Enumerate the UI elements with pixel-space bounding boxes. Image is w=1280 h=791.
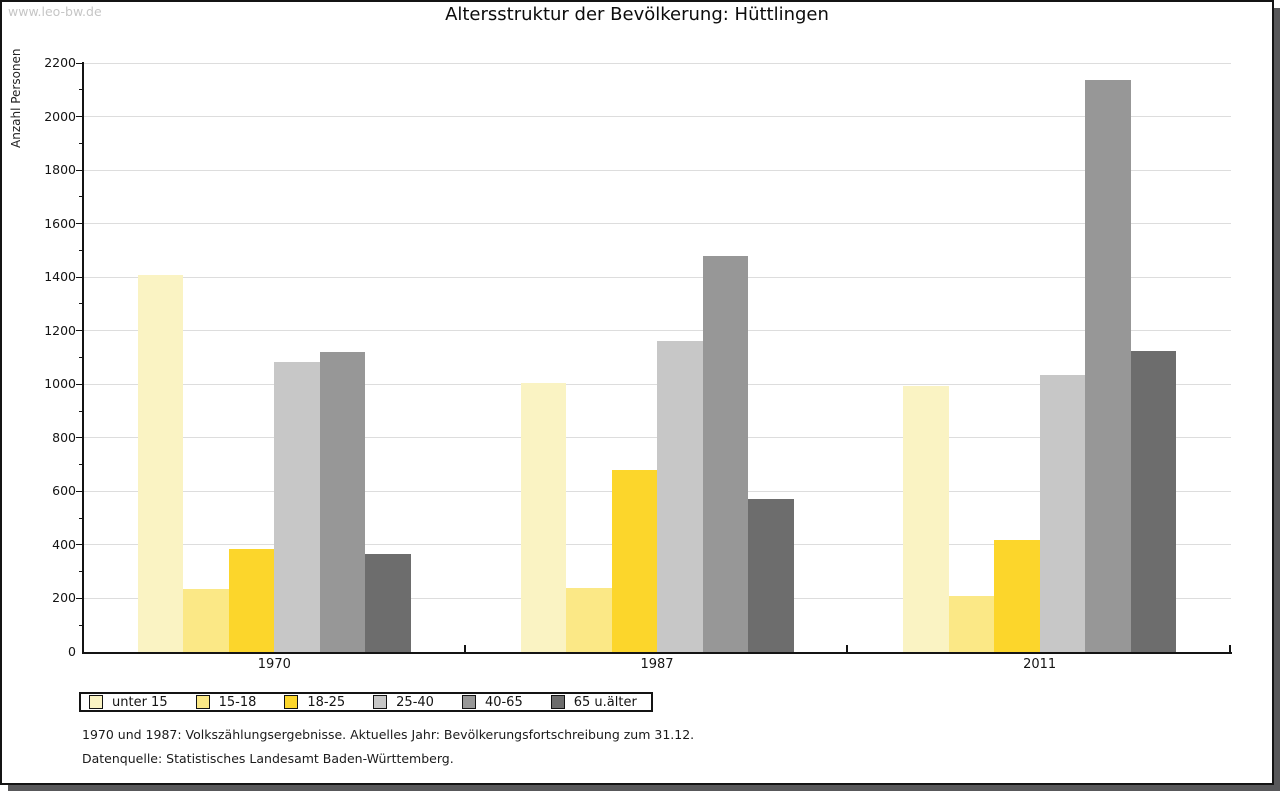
legend-swatch-15-18 [195,695,210,709]
legend-box: unter 15 15-18 18-25 25-40 40-65 65 u.älter [79,692,653,712]
y-axis-line [82,62,84,654]
y-major-tick [76,437,83,439]
x-boundary-tick [463,645,466,652]
legend-item-40-65: 40-65 [461,694,523,710]
frame-shadow-right [1274,8,1280,791]
footnote-data-source: Datenquelle: Statistisches Landesamt Bad… [82,751,454,766]
y-tick-label-1000: 1000 [44,376,76,392]
y-major-tick [76,490,83,492]
y-minor-tick [79,517,83,519]
y-minor-tick [79,303,83,305]
legend-label-25-40: 25-40 [396,694,434,710]
gridline-1600 [84,223,1231,225]
legend-label-18-25: 18-25 [307,694,346,710]
bar-2011-15-18 [948,595,995,652]
legend-label-unter-15: unter 15 [112,694,168,710]
legend-item-25-40: 25-40 [373,695,434,709]
y-tick-label-0: 0 [68,644,76,659]
bar-1987-65-u-lter [748,499,794,652]
y-tick-label-2000: 2000 [44,108,76,124]
y-minor-tick [79,357,83,358]
y-minor-tick [79,196,83,198]
bar-2011-18-25 [994,539,1040,652]
legend-item-15-18: 15-18 [195,694,257,710]
y-minor-tick [79,410,83,412]
y-tick-label-1200: 1200 [44,322,76,338]
bar-1987-15-18 [566,587,612,652]
y-minor-tick [79,464,83,466]
legend-label-65-u-lter: 65 u.älter [573,694,637,710]
y-tick-label-800: 800 [52,429,76,445]
gridline-1200 [84,330,1231,332]
y-minor-tick [79,624,83,626]
bar-2011-40-65 [1085,80,1131,652]
legend-swatch-65-u-lter [550,695,565,709]
bar-1970-25-40 [274,361,320,652]
bar-1987-unter-15 [520,382,566,652]
x-axis-label-1970: 1970 [257,657,291,672]
y-tick-label-200: 200 [52,590,76,606]
watermark: www.leo-bw.de [8,4,102,19]
x-boundary-tick [1229,645,1231,652]
footnote-source-note: 1970 und 1987: Volkszählungsergebnisse. … [82,727,695,742]
x-axis-label-1987: 1987 [640,657,674,672]
frame-shadow-bottom [8,785,1280,791]
bar-2011-65-u-lter [1130,350,1177,652]
y-major-tick [76,62,83,64]
legend-item-65-u-lter: 65 u.älter [550,694,637,710]
y-major-tick [76,223,83,225]
chart-title: Altersstruktur der Bevölkerung: Hüttling… [445,4,829,25]
legend-swatch-18-25 [284,695,299,709]
y-tick-label-1600: 1600 [44,215,76,231]
y-tick-label-600: 600 [52,483,76,499]
y-major-tick [76,383,83,385]
y-major-tick [76,597,83,599]
gridline-2000 [84,116,1231,118]
y-tick-label-2200: 2200 [44,55,76,70]
y-minor-tick [79,571,83,573]
legend-swatch-25-40 [373,695,388,709]
x-boundary-tick [846,645,849,652]
bar-1987-40-65 [702,255,748,652]
bar-1970-unter-15 [137,274,184,652]
bar-2011-unter-15 [903,385,949,652]
gridline-1400 [84,276,1231,278]
legend-swatch-40-65 [461,695,476,709]
y-tick-label-400: 400 [52,536,76,552]
bar-1987-18-25 [611,469,657,652]
y-tick-label-1800: 1800 [44,162,76,178]
y-major-tick [76,544,83,546]
legend-item-unter-15: unter 15 [89,695,168,709]
bar-1970-65-u-lter [365,554,411,652]
bar-1987-25-40 [657,341,703,652]
legend-label-15-18: 15-18 [218,694,257,710]
gridline-1800 [84,169,1231,171]
y-major-tick [76,116,83,118]
y-tick-label-1400: 1400 [44,269,76,285]
legend-item-18-25: 18-25 [284,695,345,709]
y-major-tick [76,169,83,171]
y-minor-tick [79,89,83,91]
x-axis-label-2011: 2011 [1023,657,1057,672]
y-minor-tick [79,142,83,144]
bar-2011-25-40 [1039,374,1086,652]
legend-swatch-unter-15 [89,695,103,709]
y-major-tick [76,276,83,278]
x-axis-line [82,652,1232,654]
bar-1970-15-18 [183,589,229,652]
y-major-tick [76,330,83,332]
y-minor-tick [79,249,83,251]
gridline-2200 [84,62,1231,64]
legend-label-40-65: 40-65 [484,694,523,710]
bar-1970-18-25 [228,548,275,652]
bar-1970-40-65 [319,352,366,652]
